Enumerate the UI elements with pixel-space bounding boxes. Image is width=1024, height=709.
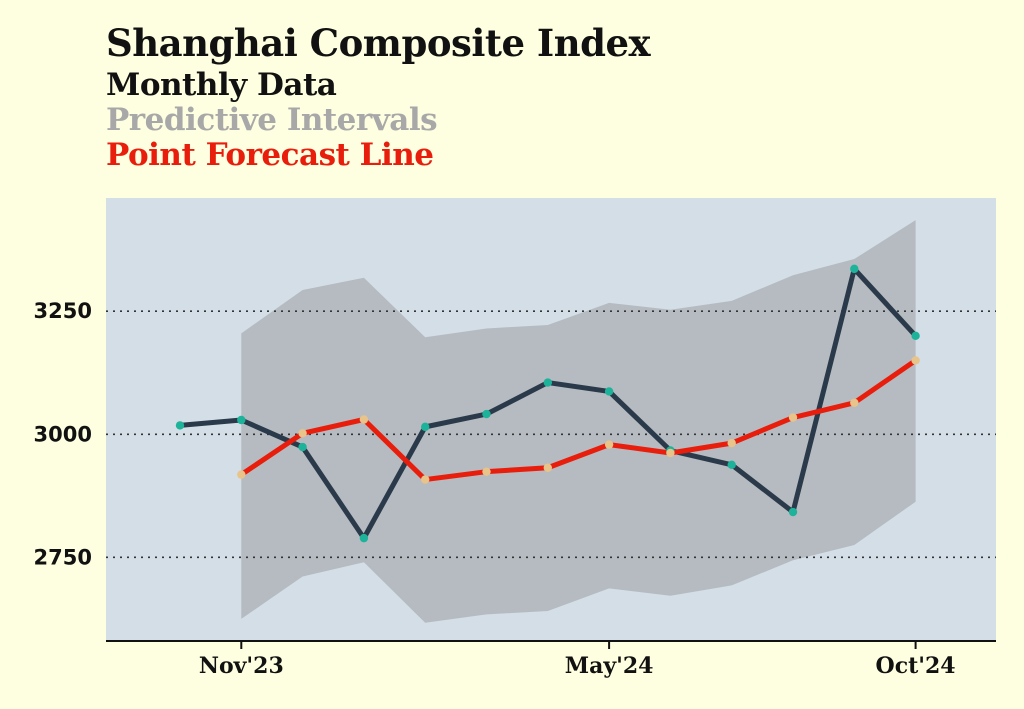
monthly-data-point-11 (850, 264, 859, 274)
y-tick-label-3250: 3250 (34, 299, 92, 323)
predictive-interval-band (241, 220, 916, 623)
x-tick-label-2: Oct'24 (876, 653, 956, 679)
point-forecast-line-point-10 (850, 398, 859, 407)
point-forecast-line-line (238, 357, 919, 483)
point-forecast-line-point-6 (604, 440, 614, 449)
legend-monthly-data: Monthly Data (106, 67, 337, 103)
monthly-data-point-12 (911, 331, 920, 341)
point-forecast-line-point-2 (359, 415, 369, 424)
monthly-data-point-6 (543, 378, 552, 387)
point-forecast-line-point-7 (666, 448, 675, 458)
x-tick-label-0: Nov'23 (199, 653, 284, 679)
monthly-data-point-4 (421, 422, 430, 432)
monthly-data-point-5 (482, 409, 491, 419)
monthly-data-point-1 (237, 415, 246, 425)
legend-point-forecast: Point Forecast Line (106, 137, 434, 173)
point-forecast-line-point-9 (788, 413, 798, 422)
legend-predictive-intervals: Predictive Intervals (106, 102, 438, 138)
y-tick-label-2750: 2750 (34, 545, 92, 569)
point-forecast-line-point-8 (727, 438, 736, 448)
monthly-data-point-10 (788, 507, 798, 517)
x-tick-label-1: May'24 (565, 653, 654, 679)
y-tick-label-3000: 3000 (34, 422, 92, 446)
point-forecast-line-point-11 (911, 356, 920, 365)
point-forecast-line-point-5 (543, 463, 552, 472)
point-forecast-line-point-3 (421, 475, 430, 484)
point-forecast-line-point-4 (482, 467, 491, 476)
point-forecast-line-point-0 (237, 470, 246, 479)
chart-titles: Shanghai Composite Index Monthly Data Pr… (106, 18, 651, 173)
monthly-data-point-9 (727, 460, 736, 469)
monthly-data-point-0 (175, 421, 185, 430)
monthly-data-point-2 (298, 442, 307, 452)
point-forecast-line-point-1 (298, 429, 307, 438)
chart-title: Shanghai Composite Index (106, 21, 651, 65)
monthly-data-point-3 (359, 533, 369, 543)
monthly-data-point-7 (604, 387, 614, 396)
